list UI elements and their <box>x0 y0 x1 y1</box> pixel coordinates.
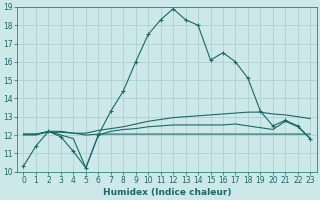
X-axis label: Humidex (Indice chaleur): Humidex (Indice chaleur) <box>103 188 231 197</box>
